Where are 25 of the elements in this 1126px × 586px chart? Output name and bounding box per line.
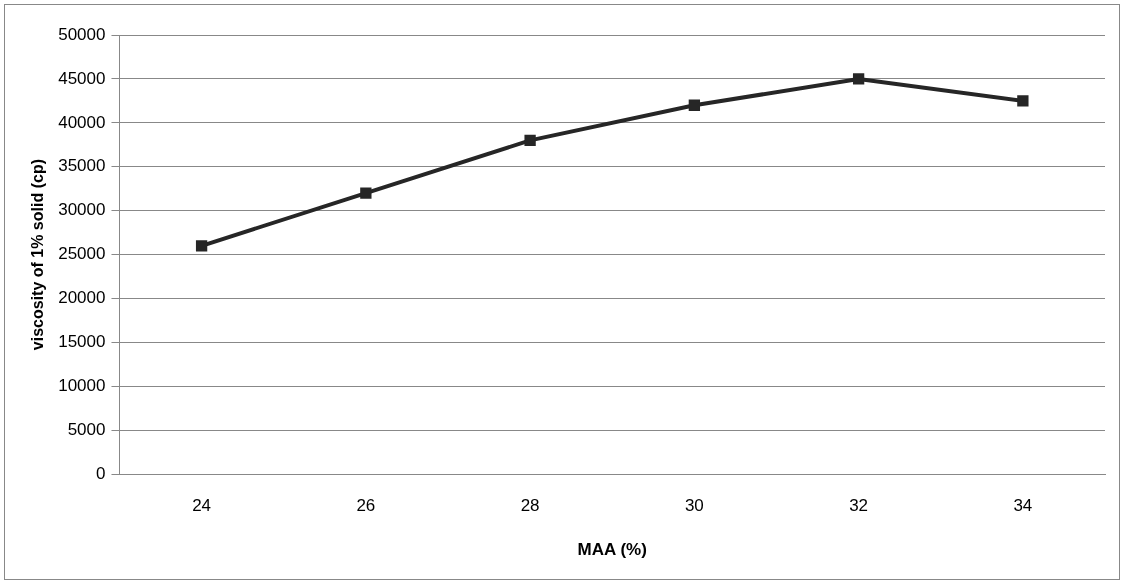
y-axis-title: viscosity of 1% solid (cp) [29,159,47,351]
x-axis-title: MAA (%) [577,540,647,560]
y-tick-label: 45000 [58,68,106,88]
x-tick-label: 30 [684,496,704,516]
x-tick-label: 32 [849,496,869,516]
point [360,187,372,199]
point [195,240,208,252]
point [688,99,701,111]
y-tick-label: 25000 [58,244,106,264]
y-tick-label: 40000 [58,112,106,132]
y-tick-label: 50000 [58,24,106,44]
point [852,73,865,85]
y-tick-label: 0 [96,463,106,483]
y-tick-label: 20000 [58,288,106,308]
y-tick-label: 35000 [58,156,106,176]
x-tick-label: 28 [520,496,540,516]
y-tick-label: 15000 [58,332,106,352]
x-tick-label: 34 [1013,496,1033,516]
x-tick-label: 26 [356,496,376,516]
y-tick-label: 30000 [58,200,106,220]
x-tick-label: 24 [192,496,212,516]
y-tick-label: 5000 [67,419,106,439]
point [524,134,536,147]
point [1017,95,1029,107]
y-tick-label: 10000 [58,376,106,396]
